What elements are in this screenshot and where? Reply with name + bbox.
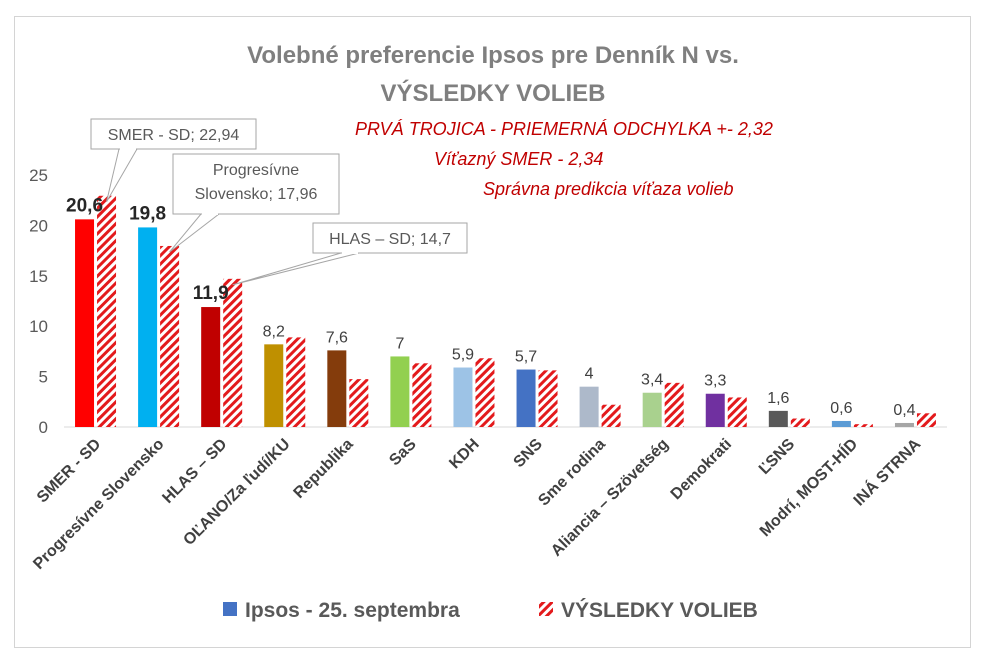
callout-box bbox=[172, 153, 340, 215]
data-label: 1,6 bbox=[767, 390, 789, 407]
bar-ipsos bbox=[894, 422, 914, 427]
category-label: ĽSNS bbox=[756, 436, 798, 478]
bar-vysledky bbox=[223, 278, 243, 427]
bar-vysledky bbox=[349, 379, 369, 427]
data-label: 7,6 bbox=[326, 329, 348, 346]
bar-vysledky bbox=[97, 195, 117, 427]
callout-box bbox=[90, 118, 257, 150]
bar-vysledky bbox=[664, 382, 684, 427]
callout-pointer bbox=[106, 148, 138, 203]
bar-vysledky bbox=[790, 418, 810, 427]
category-label: Demokrati bbox=[668, 436, 735, 503]
y-tick-label: 0 bbox=[39, 418, 48, 437]
callout-text: Progresívne bbox=[213, 162, 299, 179]
data-label: 3,3 bbox=[704, 373, 726, 390]
data-labels: 20,6 19,8 11,9 8,2 7,6 7 5,9 5,7 4 3,4 3,3 1,6 0,6 0,… bbox=[66, 195, 916, 419]
callout-pointer bbox=[232, 252, 360, 286]
category-label: SMER - SD bbox=[34, 436, 104, 506]
legend-swatch-vysledky bbox=[539, 602, 553, 616]
bar-ipsos bbox=[453, 367, 473, 427]
bar-vysledky bbox=[853, 424, 873, 427]
bar-vysledky bbox=[475, 358, 495, 427]
bar-ipsos bbox=[264, 344, 284, 427]
bar-vysledky bbox=[727, 397, 747, 427]
y-tick-label: 10 bbox=[29, 317, 48, 336]
bar-ipsos bbox=[516, 369, 536, 427]
bar-ipsos bbox=[201, 307, 221, 427]
category-label: OĽANO/Za ľudí/KU bbox=[180, 436, 293, 549]
bar-ipsos bbox=[831, 420, 851, 427]
bar-ipsos bbox=[642, 392, 662, 427]
category-label: SNS bbox=[511, 436, 547, 472]
annotation-text: Správna predikcia víťaza volieb bbox=[483, 179, 734, 199]
y-tick-label: 15 bbox=[29, 267, 48, 286]
callout-box bbox=[312, 222, 468, 254]
bar-ipsos bbox=[768, 410, 788, 427]
category-label: Aliancia – Szövetség bbox=[548, 436, 672, 560]
y-tick-label: 20 bbox=[29, 216, 48, 235]
data-label: 3,4 bbox=[641, 372, 663, 389]
legend-swatch-ipsos bbox=[223, 602, 237, 616]
bar-vysledky bbox=[160, 245, 180, 427]
data-label: 5,9 bbox=[452, 347, 474, 364]
bar-ipsos bbox=[138, 227, 158, 427]
data-label: 19,8 bbox=[129, 203, 166, 224]
annotation-text: PRVÁ TROJICA - PRIEMERNÁ ODCHYLKA +- 2,3… bbox=[355, 119, 773, 139]
bar-vysledky bbox=[601, 404, 621, 427]
bar-vysledky bbox=[916, 413, 936, 427]
legend: Ipsos - 25. septembra VÝSLEDKY VOLIEB bbox=[223, 598, 758, 622]
bar-ipsos bbox=[390, 356, 410, 427]
chart-title-line: Volebné preferencie Ipsos pre Denník N v… bbox=[247, 42, 739, 69]
bar-ipsos bbox=[705, 393, 725, 427]
category-label: Progresívne Slovensko bbox=[30, 436, 167, 573]
data-label: 0,6 bbox=[830, 400, 852, 417]
bar-ipsos bbox=[75, 219, 95, 427]
category-label: INÁ STRNA bbox=[849, 434, 924, 509]
callout-text: HLAS – SD; 14,7 bbox=[329, 231, 451, 248]
legend-label-ipsos: Ipsos - 25. septembra bbox=[245, 599, 460, 622]
data-label: 0,4 bbox=[893, 402, 915, 419]
data-label: 5,7 bbox=[515, 349, 537, 366]
category-label: Republika bbox=[291, 436, 357, 502]
chart-title-line: VÝSLEDKY VOLIEB bbox=[381, 79, 606, 107]
y-tick-label: 25 bbox=[29, 166, 48, 185]
callout-text: Slovensko; 17,96 bbox=[195, 186, 318, 203]
annotation-text: Víťazný SMER - 2,34 bbox=[434, 149, 603, 169]
legend-label-vysledky: VÝSLEDKY VOLIEB bbox=[561, 598, 758, 622]
y-tick-label: 5 bbox=[39, 368, 48, 387]
data-label: 4 bbox=[585, 366, 594, 383]
bar-vysledky bbox=[412, 363, 432, 427]
data-label: 11,9 bbox=[193, 283, 229, 304]
chart-title: Volebné preferencie Ipsos pre Denník N v… bbox=[247, 42, 739, 107]
data-label: 7 bbox=[395, 335, 404, 352]
y-axis: 0 5 10 15 20 25 bbox=[29, 166, 947, 437]
bar-vysledky bbox=[286, 337, 306, 427]
callout-text: SMER - SD; 22,94 bbox=[108, 127, 240, 144]
category-label: KDH bbox=[446, 436, 483, 473]
data-label: 8,2 bbox=[263, 323, 285, 340]
chart-frame: Volebné preferencie Ipsos pre Denník N v… bbox=[14, 16, 971, 648]
annotations: PRVÁ TROJICA - PRIEMERNÁ ODCHYLKA +- 2,3… bbox=[355, 119, 773, 199]
callout-pointer bbox=[169, 213, 221, 253]
chart-svg: Volebné preferencie Ipsos pre Denník N v… bbox=[29, 42, 947, 622]
data-label: 20,6 bbox=[66, 195, 103, 216]
bar-ipsos bbox=[579, 386, 599, 427]
bars bbox=[75, 195, 936, 427]
bar-ipsos bbox=[327, 350, 347, 427]
category-label: SaS bbox=[386, 436, 420, 470]
bar-vysledky bbox=[538, 370, 558, 427]
callouts: SMER - SD; 22,94 Progresívne Slovensko; 17… bbox=[90, 118, 468, 286]
